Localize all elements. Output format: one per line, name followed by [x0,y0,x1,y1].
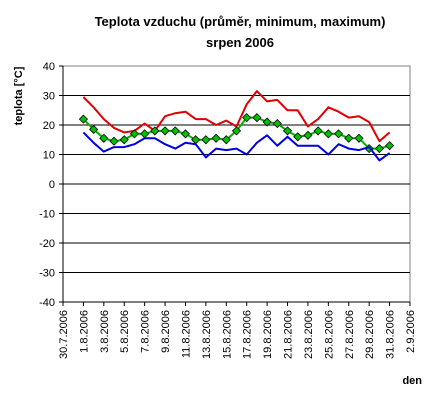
data-point [160,126,170,136]
x-tick-label: 19.8.2006 [262,310,274,359]
x-tick-label: 17.8.2006 [242,310,254,359]
x-tick-label: 1.8.2006 [78,310,90,353]
y-tick-label: 30 [43,91,55,103]
y-tick-label: 40 [43,61,55,73]
data-point [354,133,364,143]
x-tick-label: 3.8.2006 [99,310,111,353]
y-tick-label: 10 [43,150,55,162]
data-point [344,133,354,143]
x-tick-label: 9.8.2006 [160,310,172,353]
x-tick-label: 29.8.2006 [364,310,376,359]
chart-title: Teplota vzduchu (průměr, minimum, maximu… [95,14,386,29]
x-axis-label: den [402,375,422,387]
data-point [252,113,262,123]
y-tick-label: -40 [39,297,55,309]
data-point [211,133,221,143]
data-point [78,114,88,124]
data-point [150,126,160,136]
y-tick-label: -10 [39,209,55,221]
data-point [180,129,191,139]
x-tick-label: 25.8.2006 [323,310,335,359]
data-point [272,118,282,129]
data-point [323,129,333,139]
x-tick-label: 21.8.2006 [283,310,295,359]
y-tick-label: -30 [39,268,55,280]
x-tick-label: 7.8.2006 [140,310,152,353]
y-axis-label: teplota [°C] [13,66,25,125]
data-point [221,135,231,145]
x-tick-label: 5.8.2006 [119,310,131,353]
data-point [374,144,384,154]
data-point [109,136,119,146]
y-tick-label: -20 [39,238,55,250]
data-point [201,135,211,145]
data-point [293,132,303,142]
y-tick-label: 0 [49,179,55,191]
data-point [231,126,242,136]
data-point [313,126,323,136]
x-tick-label: 15.8.2006 [221,310,233,359]
x-tick-label: 30.7.2006 [58,310,70,359]
data-point [385,141,395,151]
data-point [282,126,293,136]
data-point [89,124,99,134]
data-point [170,126,180,136]
series-line [82,131,391,162]
data-point [303,130,313,140]
x-tick-label: 27.8.2006 [344,310,356,359]
y-tick-label: 20 [43,120,55,132]
data-point [333,129,344,139]
data-point [119,135,129,145]
x-tick-label: 2.9.2006 [405,310,417,353]
data-point [262,117,272,127]
x-tick-label: 13.8.2006 [201,310,213,359]
x-tick-label: 23.8.2006 [303,310,315,359]
chart-subtitle: srpen 2006 [206,35,274,50]
x-tick-label: 31.8.2006 [385,310,397,359]
data-point [242,113,252,123]
data-point [99,133,109,143]
x-tick-label: 11.8.2006 [180,310,192,358]
data-point [129,129,140,139]
